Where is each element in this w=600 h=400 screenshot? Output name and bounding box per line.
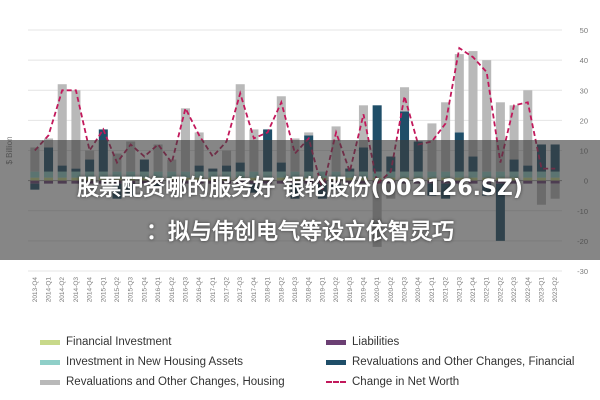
x-tick-label: 2017-Q2 [224,277,231,303]
x-tick-label: 2017-Q1 [210,277,217,303]
bar-segment [304,132,314,136]
y-tick-label: 40 [580,56,588,65]
x-tick-label: 2015-Q3 [128,277,135,303]
x-tick-label: 2021-Q4 [470,277,477,303]
x-tick-label: 2014-Q1 [46,277,53,303]
x-tick-label: 2022-Q3 [511,277,518,303]
bar-segment [276,96,286,163]
x-tick-label: 2019-Q4 [360,277,367,303]
x-tick-label: 2017-Q4 [251,277,258,303]
x-tick-label: 2022-Q4 [525,277,532,303]
x-tick-label: 2014-Q2 [59,277,66,303]
bar-segment [482,60,492,172]
legend-label: Financial Investment [66,336,172,348]
x-tick-label: 2022-Q1 [484,277,491,303]
legend-dash [326,381,346,383]
x-tick-label: 2017-Q3 [237,277,244,303]
x-tick-label: 2020-Q3 [402,277,409,303]
x-tick-label: 2016-Q1 [155,277,162,303]
bar-segment [441,102,451,172]
x-tick-label: 2015-Q2 [114,277,121,303]
legend-swatch [326,359,346,365]
bar-segment [71,90,81,169]
y-tick-label: 50 [580,26,588,35]
legend-label: Liabilities [352,336,400,348]
x-tick-label: 2018-Q2 [278,277,285,303]
x-tick-label: 2020-Q1 [374,277,381,303]
x-tick-label: 2016-Q2 [169,277,176,303]
x-tick-label: 2018-Q3 [292,277,299,303]
legend-label: Revaluations and Other Changes, Financia… [352,356,575,368]
bar-segment [509,105,519,160]
x-tick-label: 2022-Q2 [497,277,504,303]
bar-segment [468,51,478,157]
x-tick-label: 2020-Q2 [388,277,395,303]
legend-swatch [40,379,60,385]
headline-line-2: ：拟与伟创电气等设立依智灵巧 [145,220,454,245]
x-tick-label: 2021-Q2 [443,277,450,303]
legend-item-net-worth: Change in Net Worth [326,376,459,388]
x-tick-label: 2018-Q4 [306,277,313,303]
x-tick-label: 2018-Q1 [265,277,272,303]
x-tick-label: 2015-Q4 [141,277,148,303]
x-tick-label: 2019-Q1 [319,277,326,303]
legend-item-liabilities: Liabilities [326,336,399,348]
legend-swatch [326,339,346,345]
legend: Financial Investment Investment in New H… [40,334,600,400]
legend-item-housing-revaluations: Revaluations and Other Changes, Housing [40,376,285,388]
legend-item-financial-revaluations: Revaluations and Other Changes, Financia… [326,356,574,368]
x-tick-label: 2014-Q4 [87,277,94,303]
legend-item-new-housing: Investment in New Housing Assets [40,356,243,368]
x-tick-label: 2023-Q2 [552,277,559,303]
bar-segment [523,90,533,166]
x-tick-label: 2015-Q1 [100,277,107,303]
x-tick-label: 2014-Q3 [73,277,80,303]
x-tick-label: 2023-Q1 [538,277,545,303]
x-tick-label: 2021-Q3 [456,277,463,303]
legend-item-financial-investment: Financial Investment [40,336,171,348]
x-tick-label: 2019-Q3 [347,277,354,303]
bar-segment [57,84,67,166]
x-tick-label: 2019-Q2 [333,277,340,303]
bar-segment [235,84,245,163]
legend-swatch [40,339,60,345]
headline-banner: 股票配资哪的服务好 银轮股份(002126.SZ) ：拟与伟创电气等设立依智灵巧 [0,140,600,260]
bar-segment [495,102,505,172]
x-tick-label: 2016-Q3 [182,277,189,303]
bar-segment [454,54,464,133]
x-tick-label: 2013-Q4 [32,277,39,303]
legend-label: Investment in New Housing Assets [66,356,244,368]
legend-label: Revaluations and Other Changes, Housing [66,376,285,388]
x-tick-label: 2021-Q1 [429,277,436,303]
y-tick-label: 20 [580,116,588,125]
legend-label: Change in Net Worth [352,376,460,388]
headline-line-1: 股票配资哪的服务好 银轮股份(002126.SZ) [77,176,523,201]
y-tick-label: 30 [580,86,588,95]
x-tick-label: 2016-Q4 [196,277,203,303]
x-tick-label: 2020-Q4 [415,277,422,303]
bar-segment [372,105,382,172]
bar-segment [180,108,190,172]
bar-segment [358,105,368,148]
y-tick-label: -30 [577,267,588,276]
legend-swatch [40,359,60,365]
